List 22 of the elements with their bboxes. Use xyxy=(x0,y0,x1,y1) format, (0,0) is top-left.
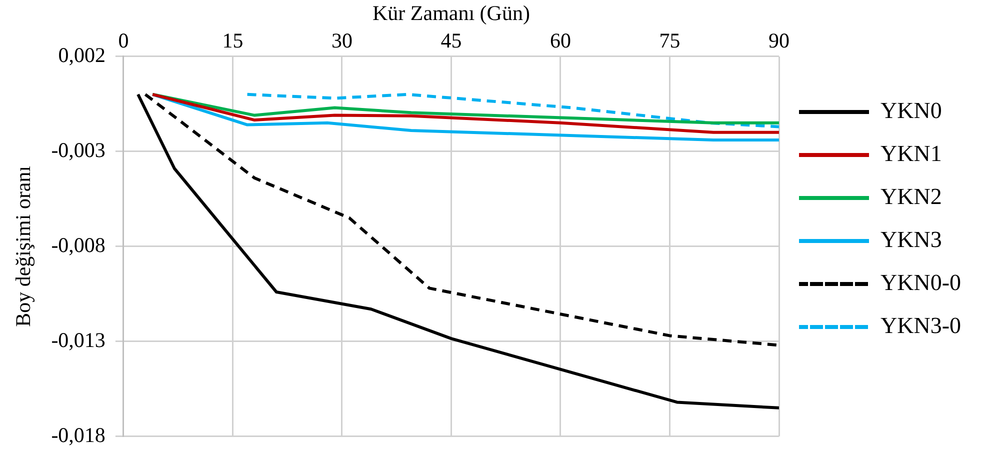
y-tick-label: -0,003 xyxy=(51,138,106,162)
x-tick-label: 15 xyxy=(222,28,244,52)
line-series xyxy=(246,92,780,128)
line-series xyxy=(144,92,780,347)
x-tick-label: 0 xyxy=(118,28,129,52)
y-axis-title: Boy değişimi oranı xyxy=(11,166,36,327)
x-tick-label: 30 xyxy=(331,28,352,52)
legend-label: YKN2 xyxy=(880,184,942,210)
legend-label: YKN0-0 xyxy=(880,270,962,296)
y-tick-label: 0,002 xyxy=(58,42,106,67)
x-axis-title: Kür Zamanı (Gün) xyxy=(372,1,530,26)
x-tick-label: 45 xyxy=(440,28,462,52)
legend-label: YKN0 xyxy=(880,98,942,124)
y-tick-label: -0,018 xyxy=(51,422,106,447)
legend-label: YKN3-0 xyxy=(880,313,962,338)
y-tick-label: -0,013 xyxy=(51,328,106,352)
y-tick-label: -0,008 xyxy=(51,232,106,257)
legend-label: YKN1 xyxy=(880,141,942,166)
x-tick-label: 90 xyxy=(768,28,790,52)
x-tick-label: 60 xyxy=(550,28,571,52)
x-tick-label: 75 xyxy=(659,28,680,52)
legend-label: YKN3 xyxy=(880,227,942,252)
